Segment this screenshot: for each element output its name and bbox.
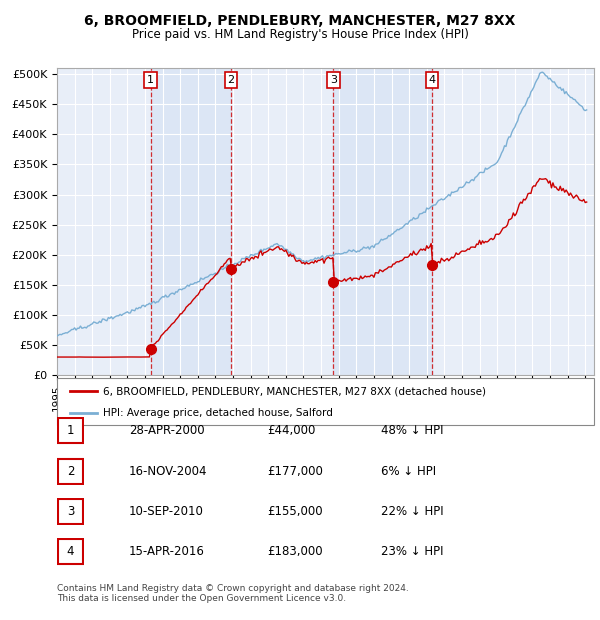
Text: 2: 2 xyxy=(227,75,235,85)
Text: 2: 2 xyxy=(67,465,74,477)
Text: HPI: Average price, detached house, Salford: HPI: Average price, detached house, Salf… xyxy=(103,408,332,418)
Text: £155,000: £155,000 xyxy=(267,505,323,518)
Text: 1: 1 xyxy=(147,75,154,85)
Text: 16-NOV-2004: 16-NOV-2004 xyxy=(129,465,208,477)
Bar xyxy=(333,68,432,375)
Text: 6% ↓ HPI: 6% ↓ HPI xyxy=(381,465,436,477)
Text: 1: 1 xyxy=(67,425,74,437)
Text: 48% ↓ HPI: 48% ↓ HPI xyxy=(381,425,443,437)
Text: Contains HM Land Registry data © Crown copyright and database right 2024.
This d: Contains HM Land Registry data © Crown c… xyxy=(57,584,409,603)
Bar xyxy=(151,68,231,375)
Text: Price paid vs. HM Land Registry's House Price Index (HPI): Price paid vs. HM Land Registry's House … xyxy=(131,28,469,41)
Text: £44,000: £44,000 xyxy=(267,425,316,437)
Text: 15-APR-2016: 15-APR-2016 xyxy=(129,546,205,558)
Text: 4: 4 xyxy=(428,75,436,85)
Text: 22% ↓ HPI: 22% ↓ HPI xyxy=(381,505,443,518)
Text: 6, BROOMFIELD, PENDLEBURY, MANCHESTER, M27 8XX: 6, BROOMFIELD, PENDLEBURY, MANCHESTER, M… xyxy=(85,14,515,28)
Text: 4: 4 xyxy=(67,546,74,558)
Text: 23% ↓ HPI: 23% ↓ HPI xyxy=(381,546,443,558)
Text: 28-APR-2000: 28-APR-2000 xyxy=(129,425,205,437)
Text: £177,000: £177,000 xyxy=(267,465,323,477)
Text: 10-SEP-2010: 10-SEP-2010 xyxy=(129,505,204,518)
Text: 3: 3 xyxy=(67,505,74,518)
Text: 3: 3 xyxy=(330,75,337,85)
Text: 6, BROOMFIELD, PENDLEBURY, MANCHESTER, M27 8XX (detached house): 6, BROOMFIELD, PENDLEBURY, MANCHESTER, M… xyxy=(103,386,485,396)
Text: £183,000: £183,000 xyxy=(267,546,323,558)
